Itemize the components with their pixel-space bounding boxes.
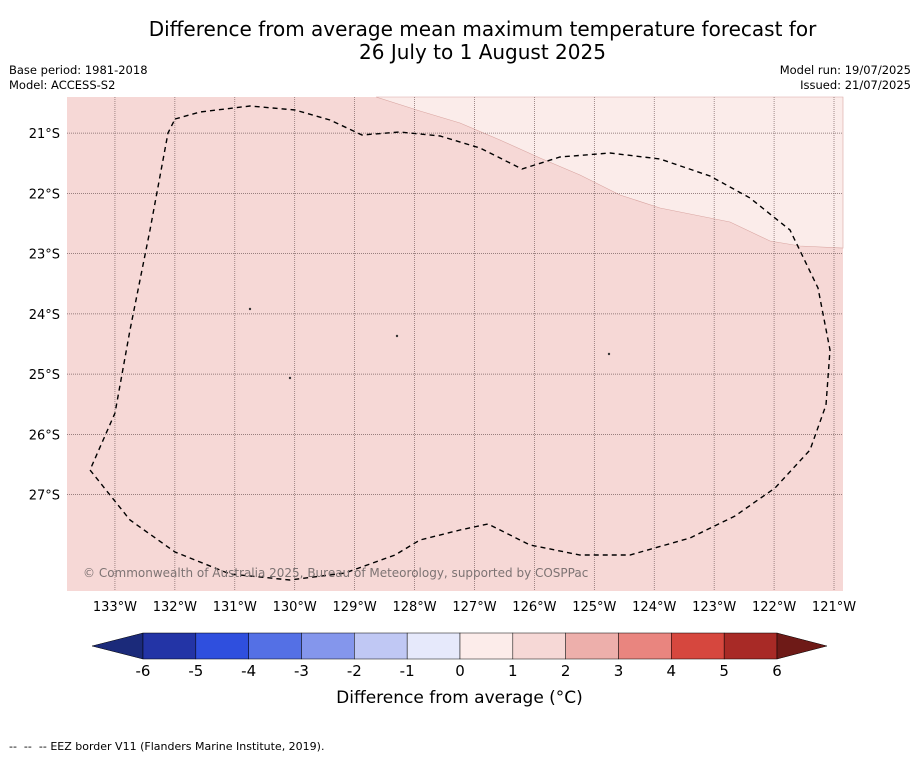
longitude-label: 126°W bbox=[512, 600, 556, 615]
model-name: Model: ACCESS-S2 bbox=[9, 78, 116, 92]
colorbar-segment bbox=[301, 632, 355, 660]
colorbar-segment bbox=[723, 632, 778, 660]
issued-date: Issued: 21/07/2025 bbox=[800, 78, 911, 92]
footnote: -- -- -- EEZ border V11 (Flanders Marine… bbox=[9, 740, 324, 753]
latitude-label: 23°S bbox=[29, 248, 60, 263]
latitude-label: 25°S bbox=[29, 368, 60, 383]
island-marker bbox=[288, 376, 292, 380]
colorbar-tick-label: 4 bbox=[667, 662, 677, 680]
colorbar-segment bbox=[512, 632, 566, 660]
latitude-label: 27°S bbox=[29, 489, 60, 504]
colorbar-segment bbox=[565, 632, 619, 660]
longitude-label: 129°W bbox=[333, 600, 377, 615]
colorbar-extend-high bbox=[776, 632, 828, 660]
colorbar-tick-label: 5 bbox=[719, 662, 729, 680]
colorbar-segment bbox=[618, 632, 672, 660]
colorbar-tick-label: 0 bbox=[455, 662, 465, 680]
longitude-label: 125°W bbox=[572, 600, 616, 615]
longitude-label: 133°W bbox=[93, 600, 137, 615]
latitude-label: 21°S bbox=[29, 127, 60, 142]
latitude-label: 22°S bbox=[29, 187, 60, 202]
colorbar-tick-label: 6 bbox=[772, 662, 782, 680]
latitude-label: 26°S bbox=[29, 428, 60, 443]
longitude-label: 132°W bbox=[153, 600, 197, 615]
colorbar-segment bbox=[354, 632, 408, 660]
colorbar-tick-label: -5 bbox=[188, 662, 203, 680]
longitude-label: 128°W bbox=[392, 600, 436, 615]
island-marker bbox=[248, 307, 252, 311]
colorbar-tick-label: -6 bbox=[136, 662, 151, 680]
longitude-label: 124°W bbox=[632, 600, 676, 615]
colorbar-tick-label: -3 bbox=[294, 662, 309, 680]
right-metadata: Model run: 19/07/2025 Issued: 21/07/2025 bbox=[780, 63, 911, 93]
eez-border bbox=[89, 105, 831, 581]
colorbar-segment bbox=[142, 632, 197, 660]
colorbar-extend-low bbox=[91, 632, 144, 660]
eez-legend-text: EEZ border V11 (Flanders Marine Institut… bbox=[50, 740, 325, 753]
colorbar-segment bbox=[671, 632, 725, 660]
colorbar-layers: -6 -5 -4 -3 -2 -1 0 1 2 3 4 5 6 bbox=[91, 632, 828, 680]
chart-title: Difference from average mean maximum tem… bbox=[60, 18, 905, 64]
colorbar-tick-label: -2 bbox=[347, 662, 362, 680]
left-metadata: Base period: 1981-2018 Model: ACCESS-S2 bbox=[9, 63, 148, 93]
forecast-map: 21°S 22°S 23°S 24°S 25°S 26°S 27°S 133°W 132°W 13… bbox=[29, 96, 856, 615]
title-line-2: 26 July to 1 August 2025 bbox=[359, 40, 606, 64]
longitude-label: 127°W bbox=[452, 600, 496, 615]
colorbar-label: Difference from average (°C) bbox=[336, 688, 583, 708]
colorbar-tick-label: 2 bbox=[561, 662, 571, 680]
longitude-label: 130°W bbox=[273, 600, 317, 615]
colorbar-tick-label: -4 bbox=[241, 662, 256, 680]
colorbar-segment bbox=[459, 632, 514, 660]
map-layers: 21°S 22°S 23°S 24°S 25°S 26°S 27°S 133°W 132°W 13… bbox=[29, 96, 856, 615]
title-line-1: Difference from average mean maximum tem… bbox=[148, 17, 817, 41]
colorbar-tick-label: 3 bbox=[614, 662, 624, 680]
model-run: Model run: 19/07/2025 bbox=[779, 63, 911, 77]
island-marker bbox=[607, 352, 611, 356]
anomaly-region-0-to-1 bbox=[375, 96, 844, 249]
copyright-text: © Commonwealth of Australia 2025, Bureau… bbox=[83, 566, 588, 580]
colorbar-segment bbox=[248, 632, 302, 660]
island-marker bbox=[395, 334, 399, 338]
longitude-label: 131°W bbox=[213, 600, 257, 615]
base-period: Base period: 1981-2018 bbox=[9, 63, 148, 77]
longitude-label: 121°W bbox=[812, 600, 856, 615]
colorbar-segment bbox=[195, 632, 249, 660]
colorbar-tick-label: 1 bbox=[508, 662, 518, 680]
colorbar-segment bbox=[406, 632, 461, 660]
longitude-label: 123°W bbox=[692, 600, 736, 615]
colorbar-tick-label: -1 bbox=[400, 662, 415, 680]
eez-legend-symbol: -- -- -- bbox=[9, 740, 47, 753]
latitude-label: 24°S bbox=[29, 308, 60, 323]
longitude-label: 122°W bbox=[752, 600, 796, 615]
